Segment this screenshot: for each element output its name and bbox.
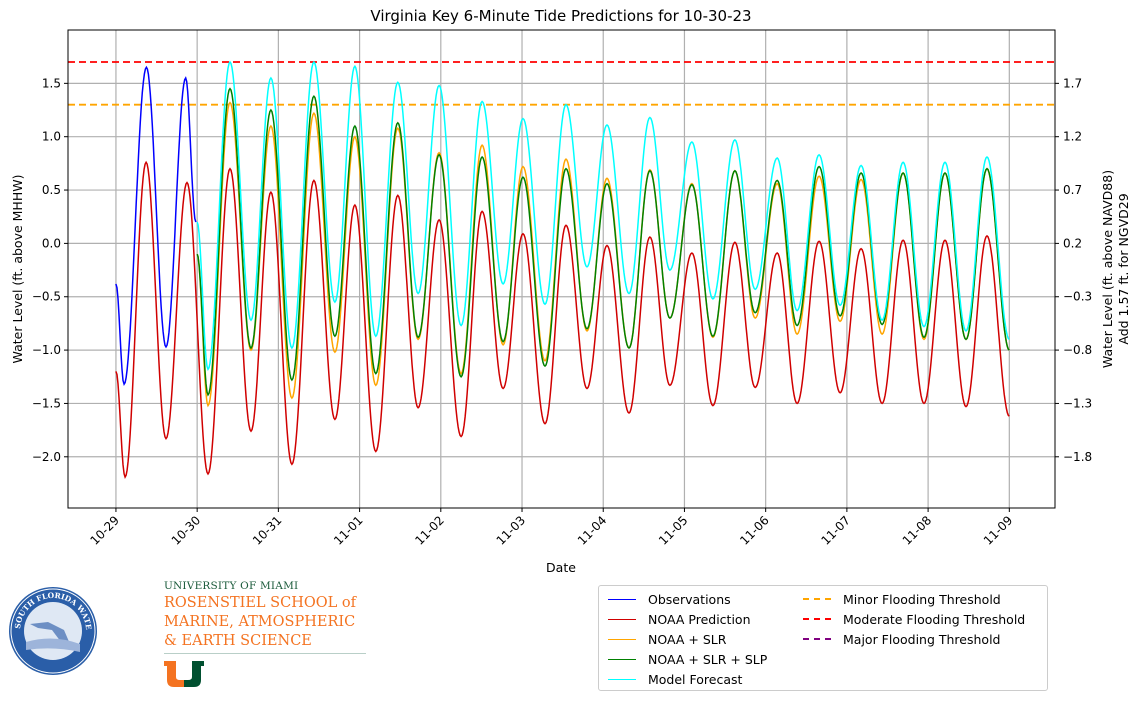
x-tick-label: 10-31: [250, 513, 285, 548]
x-tick-label: 10-30: [169, 513, 204, 548]
series-noaa-prediction: [115, 160, 1010, 479]
legend-label: Observations: [648, 591, 731, 607]
legend-item-noaa-slr-slp: NOAA + SLR + SLP: [608, 649, 767, 669]
y-tick-label: −0.5: [32, 290, 61, 304]
series-noaa-slr: [196, 101, 1010, 408]
chart-title: Virginia Key 6-Minute Tide Predictions f…: [370, 7, 751, 25]
legend-swatch: [608, 618, 636, 620]
legend-item-model-forecast: Model Forecast: [608, 669, 742, 689]
x-tick-label: 11-02: [412, 513, 447, 548]
x-axis-label: Date: [546, 560, 576, 575]
x-tick-label: 11-03: [494, 513, 529, 548]
x-tick-label: 11-05: [656, 513, 691, 548]
y-axis-right-label-1: Water Level (ft. above NAVD88): [1100, 170, 1115, 368]
legend-item-major-threshold: Major Flooding Threshold: [803, 629, 1000, 649]
y-axis-label: Water Level (ft. above MHHW): [10, 175, 25, 364]
y-tick-right-label: 1.7: [1063, 76, 1082, 90]
series-observations: [115, 65, 197, 387]
x-tick-label: 11-04: [575, 513, 610, 548]
x-tick-label: 11-06: [737, 513, 772, 548]
legend-label: Model Forecast: [648, 671, 743, 687]
logo-divider: [164, 653, 366, 654]
um-school-line-2: MARINE, ATMOSPHERIC: [164, 614, 356, 630]
y-tick-label: 1.5: [42, 76, 61, 90]
legend-label: Minor Flooding Threshold: [843, 591, 1001, 607]
y-axis-right-label-2: Add 1.57 ft. for NGVD29: [1116, 193, 1131, 344]
y-tick-right-label: −0.8: [1063, 343, 1092, 357]
y-tick-right-label: 0.7: [1063, 183, 1082, 197]
legend-label: NOAA + SLR: [648, 631, 727, 647]
x-tick-label: 11-09: [981, 513, 1016, 548]
y-tick-label: 0.5: [42, 183, 61, 197]
y-tick-label: 0.0: [42, 236, 61, 250]
legend-item-noaa-prediction: NOAA Prediction: [608, 609, 751, 629]
legend-swatch: [803, 598, 831, 600]
y-tick-right-label: 1.2: [1063, 130, 1082, 144]
y-tick-right-label: −1.3: [1063, 396, 1092, 410]
um-university-text: UNIVERSITY OF MIAMI: [164, 580, 299, 592]
y-tick-right-label: 0.2: [1063, 236, 1082, 250]
legend-swatch: [608, 598, 636, 600]
legend-label: Moderate Flooding Threshold: [843, 611, 1026, 627]
x-tick-label: 11-08: [900, 513, 935, 548]
legend-swatch: [803, 618, 831, 620]
legend-label: NOAA Prediction: [648, 611, 751, 627]
um-school-line-1: ROSENSTIEL SCHOOL of: [164, 595, 356, 611]
y-tick-right-label: −0.3: [1063, 290, 1092, 304]
legend-swatch: [608, 638, 636, 640]
x-tick-label: 11-01: [331, 513, 366, 548]
y-tick-right-label: −1.8: [1063, 450, 1092, 464]
legend: Observations NOAA Prediction NOAA + SLR …: [598, 585, 1048, 691]
legend-item-observations: Observations: [608, 589, 731, 609]
x-tick-label: 11-07: [818, 513, 853, 548]
legend-label: Major Flooding Threshold: [843, 631, 1001, 647]
um-school-line-3: & EARTH SCIENCE: [164, 633, 312, 649]
x-tick-label: 10-29: [88, 513, 123, 548]
plot-frame: [67, 29, 1056, 509]
y-tick-label: −1.0: [32, 343, 61, 357]
legend-item-moderate-threshold: Moderate Flooding Threshold: [803, 609, 1025, 629]
series-lines: [115, 60, 1010, 479]
y-tick-label: 1.0: [42, 130, 61, 144]
legend-swatch: [608, 678, 636, 680]
sfwmd-seal-logo: SOUTH FLORIDA WATER MANAGEMENT DISTRICT: [4, 579, 98, 676]
um-rosenstiel-logo: UNIVERSITY OF MIAMI ROSENSTIEL SCHOOL of…: [164, 580, 366, 691]
legend-label: NOAA + SLR + SLP: [648, 651, 768, 667]
legend-swatch: [608, 658, 636, 660]
legend-item-minor-threshold: Minor Flooding Threshold: [803, 589, 1001, 609]
legend-swatch: [803, 638, 831, 640]
y-tick-label: −2.0: [32, 450, 61, 464]
series-model-forecast: [196, 60, 1010, 372]
um-u-logo-icon: [164, 661, 204, 687]
y-tick-label: −1.5: [32, 396, 61, 410]
legend-item-noaa-slr: NOAA + SLR: [608, 629, 726, 649]
